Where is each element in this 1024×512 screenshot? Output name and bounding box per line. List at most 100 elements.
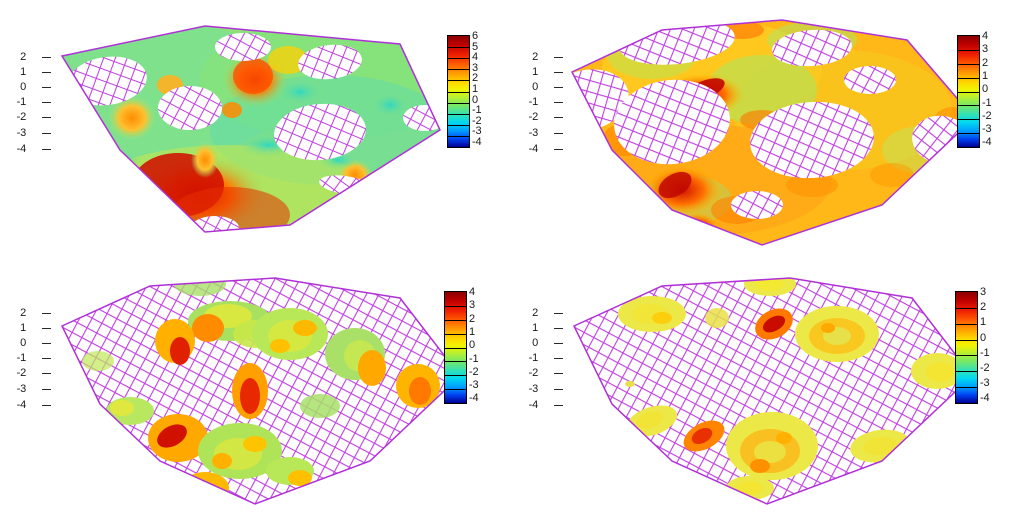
y-tick-mark (554, 328, 563, 329)
colorbar-tick-label: 3 (980, 286, 986, 298)
colorbar-tick-label: -3 (982, 123, 992, 136)
y-tick-label: -4 (16, 143, 27, 155)
colorbar-tick-label: 1 (469, 325, 475, 338)
surface-top-left (0, 0, 512, 256)
y-tick-mark (42, 328, 51, 329)
colorbar-labels: 4 3 2 1 0 -1 -2 -3 -4 (469, 287, 491, 404)
panel-bottom-left[interactable]: 2 1 0 -1 -2 -3 -4 4 3 2 1 (0, 256, 512, 512)
y-tick-mark (554, 405, 563, 406)
colorbar-tick-label: -1 (472, 104, 482, 117)
y-tick-label: -4 (528, 399, 539, 411)
colorbar-tick-label: 2 (469, 312, 475, 325)
colorbar-tick-label: 0 (472, 93, 478, 106)
colorbar-tick-label: -1 (980, 346, 990, 359)
colorbar-tick-label: -3 (472, 125, 482, 138)
y-tick-label: -2 (16, 367, 27, 379)
colorbar-tick-label: -4 (469, 392, 479, 404)
y-tick-mark (42, 149, 51, 150)
y-tick-label: 2 (20, 51, 26, 63)
colorbar-tick-label: 3 (982, 43, 988, 56)
colorbar-tick-label: -1 (982, 96, 992, 109)
y-tick-mark (42, 117, 51, 118)
colorbar-tick-label: 2 (472, 72, 478, 85)
y-tick-mark (554, 313, 563, 314)
surface-top-right (512, 0, 1024, 256)
plot-area-top-left: 2 1 0 -1 -2 -3 -4 6 5 4 (0, 0, 512, 256)
colorbar-tick-label: 0 (469, 339, 475, 352)
y-tick-label: -1 (528, 352, 539, 364)
colorbar-tick-label: 4 (472, 51, 478, 64)
y-tick-mark (554, 57, 563, 58)
y-tick-label: -4 (528, 143, 539, 155)
y-tick-mark (554, 87, 563, 88)
y-tick-mark (42, 313, 51, 314)
y-tick-mark (42, 389, 51, 390)
colorbar-gradient (957, 35, 980, 148)
colorbar-gradient (447, 35, 470, 148)
y-tick-mark (554, 389, 563, 390)
y-tick-label: 1 (532, 66, 538, 78)
y-tick-label: -2 (528, 367, 539, 379)
colorbar-labels: 6 5 4 3 2 1 0 -1 -2 -3 -4 (472, 31, 494, 148)
colorbar-tick-label: -3 (469, 379, 479, 392)
colorbar-labels: 4 3 2 1 0 -1 -2 -3 -4 (982, 31, 1004, 148)
y-tick-mark (554, 358, 563, 359)
y-tick-label: 2 (20, 307, 26, 319)
y-tick-mark (42, 373, 51, 374)
y-tick-label: -3 (16, 127, 27, 139)
colorbar-tick-label: -3 (980, 377, 990, 390)
y-tick-mark (42, 102, 51, 103)
colorbar-tick-label: 2 (980, 301, 986, 314)
y-tick-label: -3 (16, 383, 27, 395)
colorbar-tick-label: 1 (980, 316, 986, 329)
y-tick-mark (554, 373, 563, 374)
colorbar-tick-label: -2 (472, 114, 482, 127)
colorbar-tick-label: -4 (472, 136, 482, 148)
panel-top-right[interactable]: 2 1 0 -1 -2 -3 -4 4 3 2 1 (512, 0, 1024, 256)
colorbar-gradient (444, 291, 467, 404)
y-tick-label: -2 (16, 111, 27, 123)
colorbar-tick-label: 3 (472, 61, 478, 74)
colorbar-tick-label: 2 (982, 56, 988, 69)
y-tick-label: -1 (16, 352, 27, 364)
y-tick-label: 1 (20, 322, 26, 334)
colorbar-tick-label: -2 (982, 109, 992, 122)
y-tick-label: 2 (532, 307, 538, 319)
colorbar-tick-label: 3 (469, 299, 475, 312)
plot-area-bottom-left: 2 1 0 -1 -2 -3 -4 4 3 2 1 (0, 256, 512, 512)
y-tick-label: -4 (16, 399, 27, 411)
y-tick-label: -1 (16, 96, 27, 108)
plot-area-top-right: 2 1 0 -1 -2 -3 -4 4 3 2 1 (512, 0, 1024, 256)
y-tick-mark (42, 358, 51, 359)
y-tick-label: 0 (20, 337, 26, 349)
y-tick-label: 0 (532, 337, 538, 349)
y-tick-mark (554, 149, 563, 150)
colorbar-tick-label: -4 (980, 392, 990, 404)
y-tick-mark (42, 72, 51, 73)
y-tick-label: -2 (528, 111, 539, 123)
y-tick-label: 0 (20, 81, 26, 93)
surface-bottom-left (0, 256, 512, 512)
colorbar-tick-label: 1 (472, 83, 478, 95)
y-tick-mark (554, 72, 563, 73)
plot-area-bottom-right: 2 1 0 -1 -2 -3 -4 3 2 1 0 - (512, 256, 1024, 512)
colorbar-tick-label: -4 (982, 136, 992, 148)
y-tick-mark (554, 133, 563, 134)
colorbar-tick-label: 1 (982, 69, 988, 82)
y-tick-mark (554, 102, 563, 103)
y-tick-label: 2 (532, 51, 538, 63)
y-tick-mark (42, 87, 51, 88)
colorbar-labels: 3 2 1 0 -1 -2 -3 -4 (980, 287, 1002, 404)
panel-bottom-right[interactable]: 2 1 0 -1 -2 -3 -4 3 2 1 0 - (512, 256, 1024, 512)
colorbar-tick-label: -2 (469, 365, 479, 378)
y-tick-label: 1 (532, 322, 538, 334)
colorbar-tick-label: 0 (982, 83, 988, 96)
y-tick-label: 0 (532, 81, 538, 93)
y-tick-label: -3 (528, 127, 539, 139)
colorbar-tick-label: -1 (469, 352, 479, 365)
y-tick-label: 1 (20, 66, 26, 78)
panel-top-left[interactable]: 2 1 0 -1 -2 -3 -4 6 5 4 (0, 0, 512, 256)
colorbar-tick-label: 4 (469, 286, 475, 298)
y-tick-mark (42, 133, 51, 134)
